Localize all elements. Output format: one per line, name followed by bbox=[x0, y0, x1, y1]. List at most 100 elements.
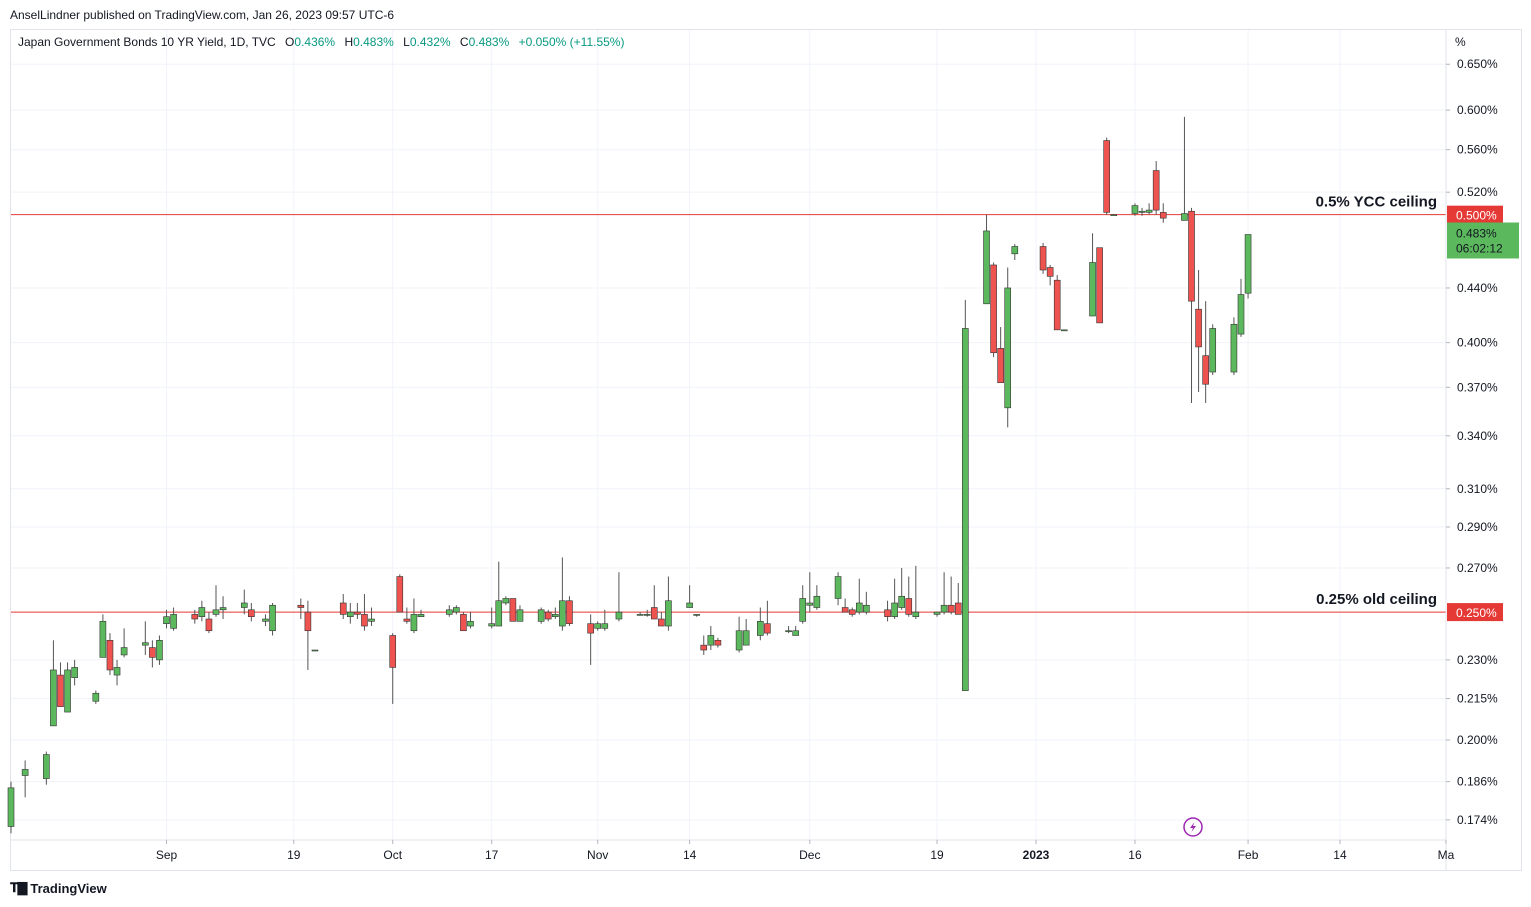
candle-body bbox=[714, 639, 722, 646]
candle-down bbox=[700, 635, 708, 655]
candle-up bbox=[933, 611, 941, 617]
candle-body bbox=[50, 669, 57, 727]
x-tick-label: 14 bbox=[683, 848, 697, 862]
candle-body bbox=[785, 630, 792, 633]
candle-down bbox=[1202, 301, 1209, 404]
candle-up bbox=[742, 619, 750, 646]
x-tick-label: Ma bbox=[1438, 848, 1455, 862]
candle-body bbox=[502, 598, 510, 604]
candle-body bbox=[21, 769, 29, 776]
y-tick-label: 0.370% bbox=[1457, 380, 1498, 394]
candle-body bbox=[1089, 262, 1096, 317]
candle-up bbox=[1244, 234, 1252, 299]
candle-body bbox=[361, 614, 368, 627]
candle-body bbox=[1046, 267, 1054, 277]
ceiling-line-label: 0.25% old ceiling bbox=[1316, 591, 1437, 608]
candle-up bbox=[453, 605, 460, 615]
candle-up bbox=[1089, 233, 1096, 317]
candle-body bbox=[665, 600, 672, 627]
candle-down bbox=[587, 614, 594, 665]
candle-up bbox=[643, 609, 651, 617]
candle-body bbox=[834, 576, 842, 599]
candle-down bbox=[990, 262, 997, 358]
candle-up bbox=[7, 781, 15, 834]
candle-up bbox=[813, 585, 821, 610]
x-tick-label: Dec bbox=[799, 848, 820, 862]
candles-layer bbox=[7, 116, 1252, 834]
candle-body bbox=[488, 623, 495, 627]
y-tick-label: 0.290% bbox=[1457, 520, 1498, 534]
ceiling-badge-label: 0.500% bbox=[1456, 209, 1497, 223]
candle-body bbox=[1053, 279, 1061, 331]
legend: Japan Government Bonds 10 YR Yield, 1D, … bbox=[18, 35, 624, 49]
candle-body bbox=[71, 667, 78, 678]
candle-down bbox=[905, 576, 913, 617]
candle-up bbox=[757, 607, 764, 641]
candle-up bbox=[1138, 207, 1146, 216]
candle-down bbox=[848, 607, 856, 617]
lightning-icon[interactable] bbox=[1183, 817, 1203, 837]
candle-up bbox=[806, 572, 814, 613]
tradingview-logo-icon: 𝐓▇ bbox=[10, 880, 27, 895]
candle-body bbox=[1195, 308, 1202, 348]
candle-up bbox=[71, 659, 78, 686]
candle-body bbox=[198, 607, 206, 617]
candle-up bbox=[64, 662, 71, 713]
candle-up bbox=[898, 567, 905, 610]
candle-down bbox=[149, 640, 156, 668]
candle-body bbox=[509, 598, 517, 622]
y-tick-label: 0.400% bbox=[1457, 336, 1498, 350]
candle-body bbox=[1188, 210, 1195, 302]
candle-down bbox=[997, 327, 1004, 383]
y-tick-label: 0.560% bbox=[1457, 143, 1498, 157]
y-tick-label: 0.270% bbox=[1457, 561, 1498, 575]
candle-body bbox=[1110, 214, 1118, 216]
candle-down bbox=[354, 602, 361, 620]
candle-body bbox=[587, 623, 594, 634]
candle-body bbox=[460, 614, 467, 632]
candle-body bbox=[191, 614, 199, 620]
candle-down bbox=[566, 596, 573, 627]
candle-down bbox=[1188, 207, 1195, 404]
candle-up bbox=[693, 614, 700, 617]
candle-body bbox=[1209, 328, 1217, 373]
candle-down bbox=[509, 598, 517, 622]
candle-body bbox=[735, 630, 743, 651]
candle-up bbox=[1110, 214, 1118, 216]
current-price-badge bbox=[1447, 222, 1519, 259]
candle-body bbox=[163, 616, 170, 624]
horizontal-lines-layer: 0.5% YCC ceiling 0.500% 0.25% old ceiling 0… bbox=[11, 194, 1519, 622]
footer-brand[interactable]: 𝐓▇ TradingView bbox=[10, 880, 107, 896]
candle-down bbox=[658, 612, 665, 627]
candle-body bbox=[997, 348, 1004, 383]
candle-body bbox=[700, 644, 708, 651]
candle-body bbox=[248, 609, 255, 617]
candle-body bbox=[863, 604, 870, 613]
candle-body bbox=[1181, 213, 1188, 221]
current-price-countdown: 06:02:12 bbox=[1456, 242, 1503, 256]
y-tick-label: 0.310% bbox=[1457, 482, 1498, 496]
candle-body bbox=[742, 630, 750, 646]
candle-body bbox=[205, 618, 213, 632]
candle-body bbox=[848, 609, 856, 615]
legend-close-label: C bbox=[460, 35, 469, 49]
candle-down bbox=[954, 583, 962, 615]
candle-body bbox=[891, 602, 898, 617]
candle-down bbox=[396, 574, 404, 613]
candle-body bbox=[552, 614, 559, 617]
candle-body bbox=[1004, 287, 1012, 409]
y-tick-label: 0.230% bbox=[1457, 653, 1498, 667]
candle-up bbox=[417, 609, 425, 617]
chart-frame bbox=[10, 29, 1522, 871]
candle-up bbox=[686, 585, 693, 608]
candle-up bbox=[855, 578, 863, 615]
candle-body bbox=[799, 598, 807, 622]
candle-up bbox=[410, 598, 418, 634]
x-tick-label: Oct bbox=[383, 848, 402, 862]
candle-up bbox=[891, 578, 898, 620]
candle-body bbox=[120, 647, 128, 656]
candle-down bbox=[650, 585, 658, 620]
candle-body bbox=[813, 595, 821, 608]
candle-body bbox=[792, 630, 799, 636]
